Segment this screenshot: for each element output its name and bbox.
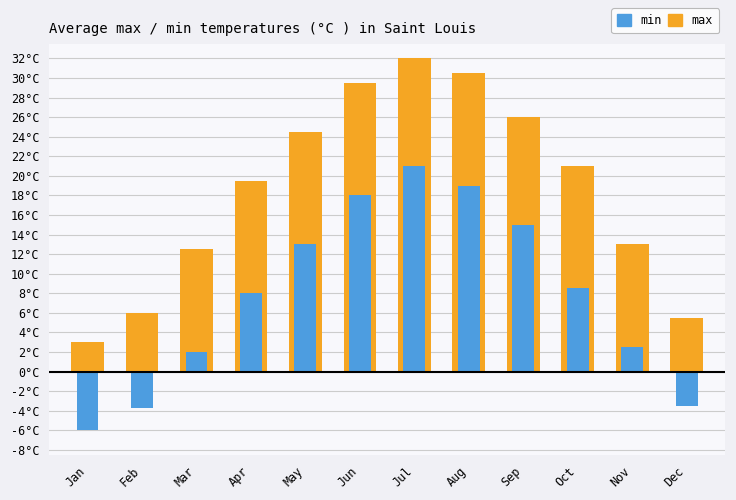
Bar [616, 244, 648, 372]
Bar [180, 250, 213, 372]
Bar [77, 372, 99, 430]
Bar [240, 294, 262, 372]
Bar [512, 225, 534, 372]
Text: Average max / min temperatures (°C ) in Saint Louis: Average max / min temperatures (°C ) in … [49, 22, 476, 36]
Bar [131, 372, 153, 408]
Bar [403, 166, 425, 372]
Bar [507, 117, 539, 372]
Bar [567, 288, 589, 372]
Bar [453, 73, 485, 372]
Bar [349, 196, 371, 372]
Bar [185, 352, 208, 372]
Bar [458, 186, 480, 372]
Bar [398, 58, 431, 372]
Bar [670, 318, 703, 372]
Bar [235, 181, 267, 372]
Legend: min, max: min, max [612, 8, 719, 34]
Bar [562, 166, 594, 372]
Bar [126, 313, 158, 372]
Bar [621, 347, 643, 372]
Bar [71, 342, 104, 372]
Bar [289, 132, 322, 372]
Bar [294, 244, 316, 372]
Bar [676, 372, 698, 406]
Bar [344, 83, 376, 372]
